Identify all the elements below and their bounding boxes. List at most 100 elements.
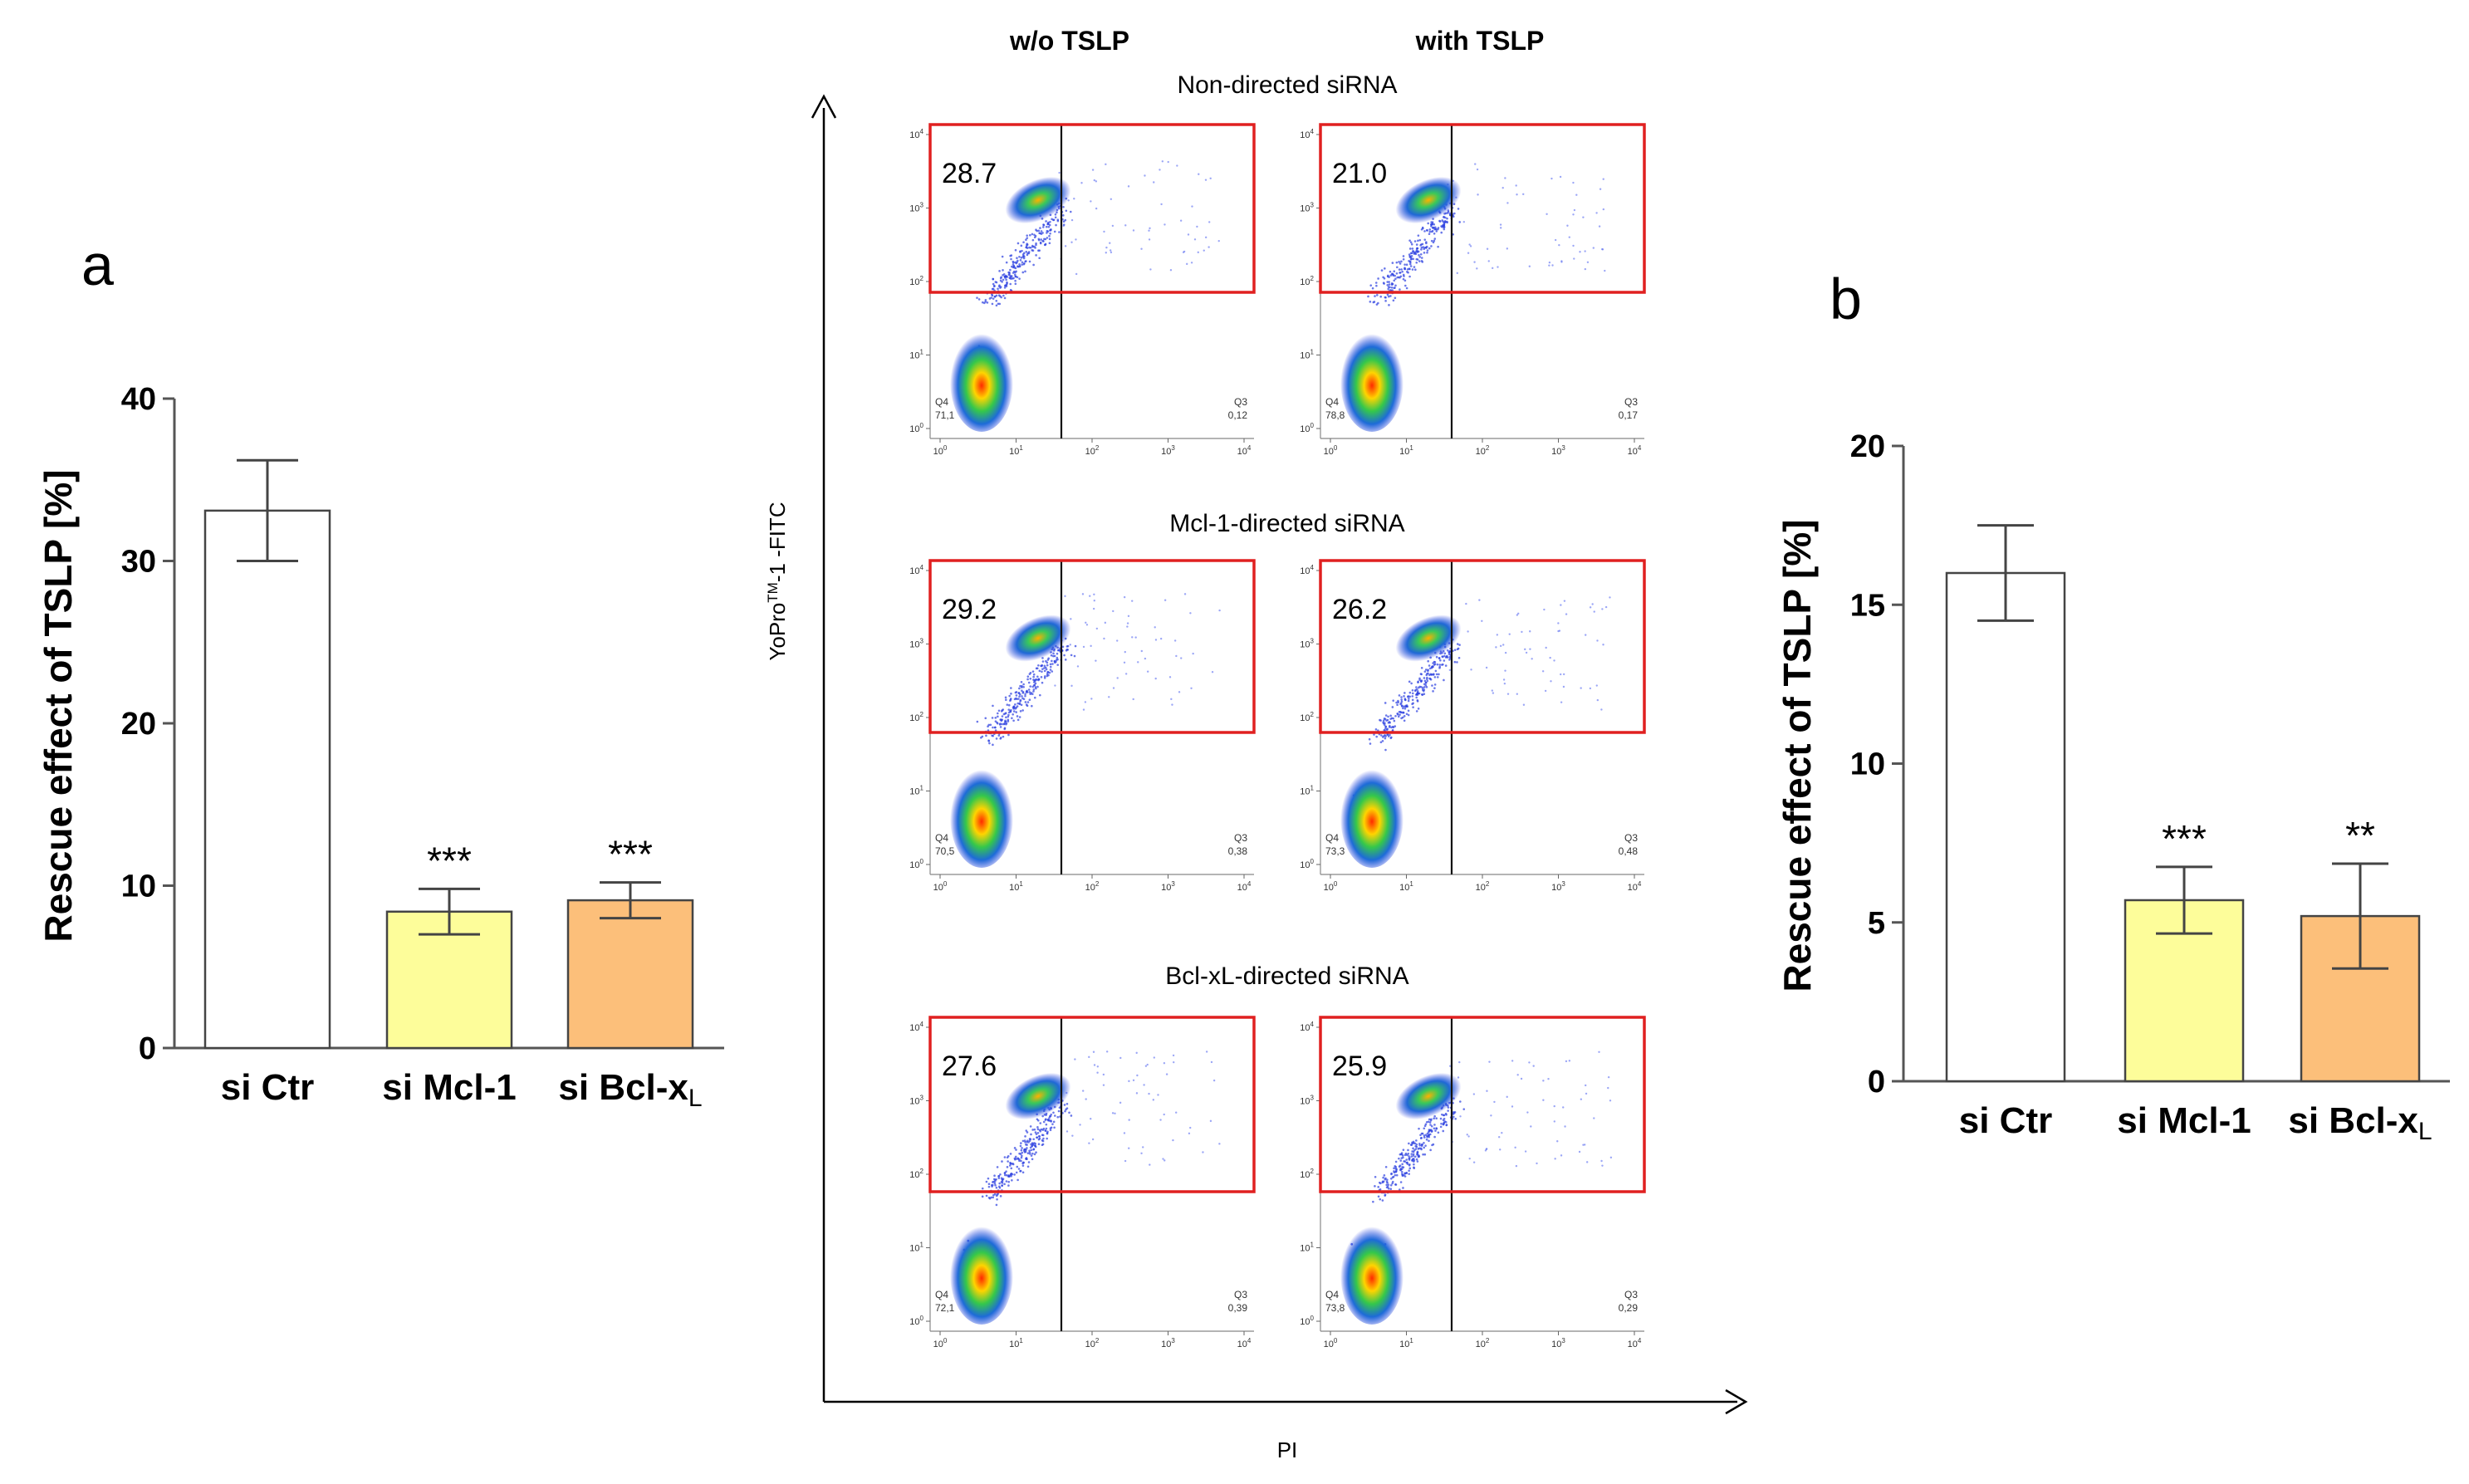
event-dot: [1566, 224, 1569, 227]
event-dot: [1211, 670, 1214, 673]
event-dot: [1037, 678, 1041, 681]
event-dot: [997, 734, 1001, 737]
event-dot: [1421, 687, 1424, 689]
flow-y-tick-label: 104: [909, 128, 923, 140]
event-dot: [1408, 1157, 1411, 1159]
event-dot: [1012, 1163, 1015, 1166]
event-dot: [1070, 218, 1074, 222]
event-dot: [1585, 1092, 1588, 1095]
event-dot: [1089, 595, 1091, 597]
event-dot: [1128, 1080, 1130, 1083]
event-dot: [1163, 1113, 1165, 1116]
event-dot: [1026, 1152, 1030, 1154]
event-dot: [1565, 613, 1568, 615]
event-dot: [1516, 614, 1519, 616]
event-dot: [1132, 698, 1134, 701]
flow-y-tick-label: 100: [1300, 422, 1314, 434]
event-dot: [1110, 251, 1113, 254]
flow-x-tick-label: 100: [933, 444, 948, 457]
event-dot: [1020, 1156, 1023, 1159]
flow-y-axis-label-post: -1 -FITC: [765, 502, 790, 582]
event-dot: [1135, 1092, 1139, 1095]
event-dot: [1472, 1093, 1476, 1095]
event-dot: [1064, 1109, 1066, 1113]
event-dot: [1017, 1158, 1020, 1160]
event-dot: [1402, 707, 1404, 710]
event-dot: [1026, 1131, 1029, 1134]
q4-value: 73,8: [1325, 1302, 1345, 1314]
bar: [1945, 571, 2066, 1083]
event-dot: [1148, 1092, 1150, 1095]
event-dot: [1424, 683, 1428, 687]
event-dot: [1163, 1062, 1166, 1065]
event-dot: [1456, 661, 1458, 664]
event-dot: [1393, 279, 1396, 282]
event-dot: [1415, 696, 1418, 699]
event-dot: [1435, 230, 1438, 233]
event-dot: [1034, 682, 1037, 685]
event-dot: [1400, 700, 1404, 703]
event-dot: [1085, 624, 1089, 626]
event-dot: [1408, 267, 1411, 270]
q3-label: Q3: [1234, 1289, 1247, 1300]
event-dot: [1064, 245, 1067, 247]
event-dot: [1040, 664, 1042, 668]
event-dot: [1093, 600, 1095, 602]
event-dot: [1153, 1056, 1156, 1059]
flow-events: [1340, 596, 1611, 868]
event-dot: [1414, 1148, 1418, 1150]
event-dot: [999, 722, 1002, 725]
flow-x-tick-label: 104: [1237, 444, 1252, 457]
event-dot: [1160, 203, 1163, 206]
event-dot: [1048, 1116, 1051, 1119]
event-dot: [986, 301, 989, 304]
event-dot: [1420, 693, 1423, 696]
event-dot: [1413, 252, 1416, 255]
density-core-high: [1395, 176, 1462, 224]
event-dot: [1420, 257, 1423, 259]
event-dot: [1002, 269, 1004, 272]
event-dot: [987, 725, 989, 728]
event-dot: [1457, 208, 1460, 210]
event-dot: [1417, 234, 1420, 237]
event-dot: [1039, 227, 1041, 229]
event-dot: [1011, 1178, 1013, 1182]
event-dot: [1424, 246, 1428, 249]
event-dot: [1573, 257, 1575, 260]
event-dot: [1405, 1158, 1408, 1161]
flow-x-tick-base: 10: [933, 1340, 943, 1349]
event-dot: [1025, 1129, 1028, 1132]
event-dot: [1159, 169, 1161, 171]
event-dot: [1399, 1181, 1403, 1183]
flow-y-tick-label: 102: [1300, 1168, 1314, 1180]
event-dot: [1425, 686, 1428, 688]
event-dot: [1123, 595, 1126, 599]
event-dot: [1415, 243, 1418, 246]
event-dot: [1418, 256, 1422, 258]
flow-y-tick-label: 103: [1300, 638, 1314, 650]
event-dot: [1003, 1172, 1007, 1175]
event-dot: [1557, 622, 1560, 624]
event-dot: [1410, 257, 1413, 260]
event-dot: [1026, 252, 1029, 255]
event-dot: [1400, 696, 1403, 698]
event-dot: [1408, 253, 1411, 256]
event-dot: [1459, 1115, 1462, 1118]
event-dot: [1379, 741, 1383, 744]
event-dot: [1056, 649, 1060, 652]
q3-label: Q3: [1234, 832, 1247, 844]
event-dot: [999, 287, 1002, 289]
event-dot: [1384, 1193, 1387, 1196]
event-dot: [1457, 656, 1461, 659]
event-dot: [1022, 257, 1026, 260]
event-dot: [1598, 225, 1601, 228]
event-dot: [1408, 260, 1410, 262]
event-dot: [1021, 263, 1023, 266]
event-dot: [1487, 260, 1490, 262]
category-label-subscript: L: [2418, 1118, 2432, 1145]
event-dot: [1388, 304, 1390, 306]
event-dot: [1573, 208, 1576, 212]
event-dot: [1105, 163, 1107, 166]
event-dot: [1465, 602, 1467, 605]
